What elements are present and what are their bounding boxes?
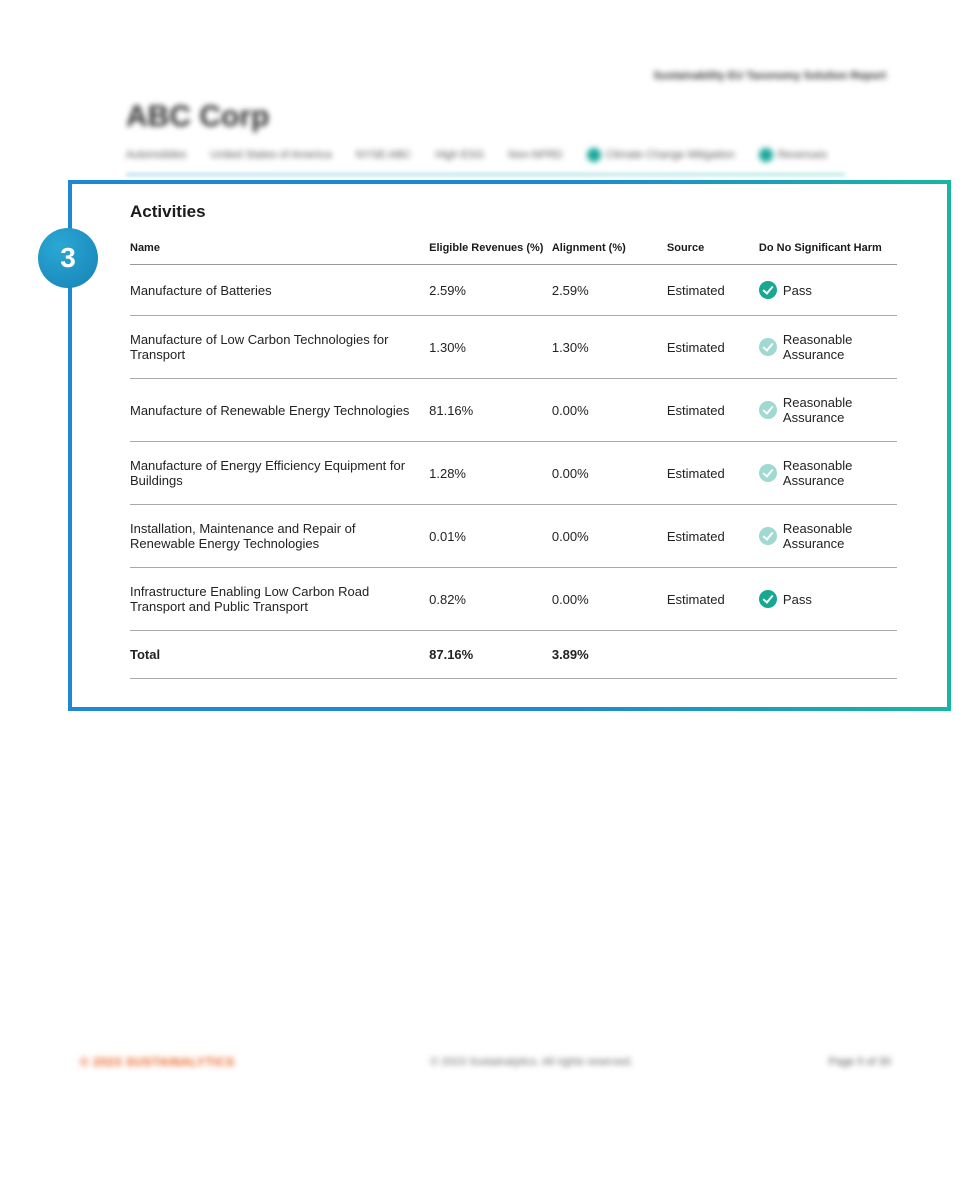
table-row: Manufacture of Energy Efficiency Equipme… [130,442,897,505]
eligible-value: 81.16% [429,379,552,442]
dnsh-value: Pass [759,265,897,316]
meta-item: Automobiles [126,149,187,161]
table-row: Installation, Maintenance and Repair of … [130,505,897,568]
source-value: Estimated [667,265,759,316]
check-icon [759,281,777,299]
alignment-value: 0.00% [552,505,667,568]
activity-name[interactable]: Manufacture of Energy Efficiency Equipme… [130,442,429,505]
source-value: Estimated [667,442,759,505]
source-value: Estimated [667,505,759,568]
col-dnsh: Do No Significant Harm [759,236,897,265]
check-icon [759,590,777,608]
activity-name[interactable]: Manufacture of Batteries [130,265,429,316]
table-row: Infrastructure Enabling Low Carbon Road … [130,568,897,631]
eligible-value: 1.30% [429,316,552,379]
footer-copyright: © 2023 Sustainalytics. All rights reserv… [430,1056,633,1068]
footer-page: Page 5 of 30 [829,1056,891,1068]
alignment-value: 0.00% [552,379,667,442]
activities-callout: Activities Name Eligible Revenues (%) Al… [68,180,951,711]
check-icon [759,401,777,419]
activities-table: Name Eligible Revenues (%) Alignment (%)… [130,236,897,679]
meta-item: Climate Change Mitigation [587,148,735,162]
source-value: Estimated [667,379,759,442]
leaf-icon [587,148,601,162]
alignment-value: 2.59% [552,265,667,316]
total-label: Total [130,631,429,679]
section-title: Activities [130,202,897,222]
section-badge: 3 [38,228,98,288]
col-alignment: Alignment (%) [552,236,667,265]
dnsh-value: Reasonable Assurance [759,379,897,442]
activity-name[interactable]: Installation, Maintenance and Repair of … [130,505,429,568]
total-eligible: 87.16% [429,631,552,679]
alignment-value: 0.00% [552,442,667,505]
meta-item: NYSE:ABC [356,149,412,161]
table-row: Manufacture of Low Carbon Technologies f… [130,316,897,379]
dnsh-value: Reasonable Assurance [759,505,897,568]
source-value: Estimated [667,316,759,379]
footer-logo: © 2023 SUSTAINALYTICS [80,1055,235,1069]
table-row: Manufacture of Renewable Energy Technolo… [130,379,897,442]
total-row: Total87.16%3.89% [130,631,897,679]
col-name: Name [130,236,429,265]
alignment-value: 0.00% [552,568,667,631]
check-icon [759,464,777,482]
eligible-value: 0.01% [429,505,552,568]
dnsh-value: Pass [759,568,897,631]
table-row: Manufacture of Batteries2.59%2.59%Estima… [130,265,897,316]
col-eligible: Eligible Revenues (%) [429,236,552,265]
coin-icon [759,148,773,162]
check-icon [759,338,777,356]
dnsh-value: Reasonable Assurance [759,442,897,505]
meta-row: Automobiles United States of America NYS… [126,148,891,162]
table-header-row: Name Eligible Revenues (%) Alignment (%)… [130,236,897,265]
meta-item: Revenues [759,148,828,162]
check-icon [759,527,777,545]
report-type: Sustainability EU Taxonomy Solution Repo… [653,70,886,82]
eligible-value: 0.82% [429,568,552,631]
meta-item: High ESG [435,149,484,161]
meta-item: United States of America [211,149,332,161]
activity-name[interactable]: Manufacture of Renewable Energy Technolo… [130,379,429,442]
total-alignment: 3.89% [552,631,667,679]
dnsh-value: Reasonable Assurance [759,316,897,379]
activity-name[interactable]: Infrastructure Enabling Low Carbon Road … [130,568,429,631]
col-source: Source [667,236,759,265]
company-title: ABC Corp [126,100,891,134]
page-footer: © 2023 SUSTAINALYTICS © 2023 Sustainalyt… [80,1055,891,1069]
activity-name[interactable]: Manufacture of Low Carbon Technologies f… [130,316,429,379]
eligible-value: 2.59% [429,265,552,316]
eligible-value: 1.28% [429,442,552,505]
divider [126,174,845,175]
source-value: Estimated [667,568,759,631]
alignment-value: 1.30% [552,316,667,379]
meta-item: Non-NFRD [508,149,562,161]
